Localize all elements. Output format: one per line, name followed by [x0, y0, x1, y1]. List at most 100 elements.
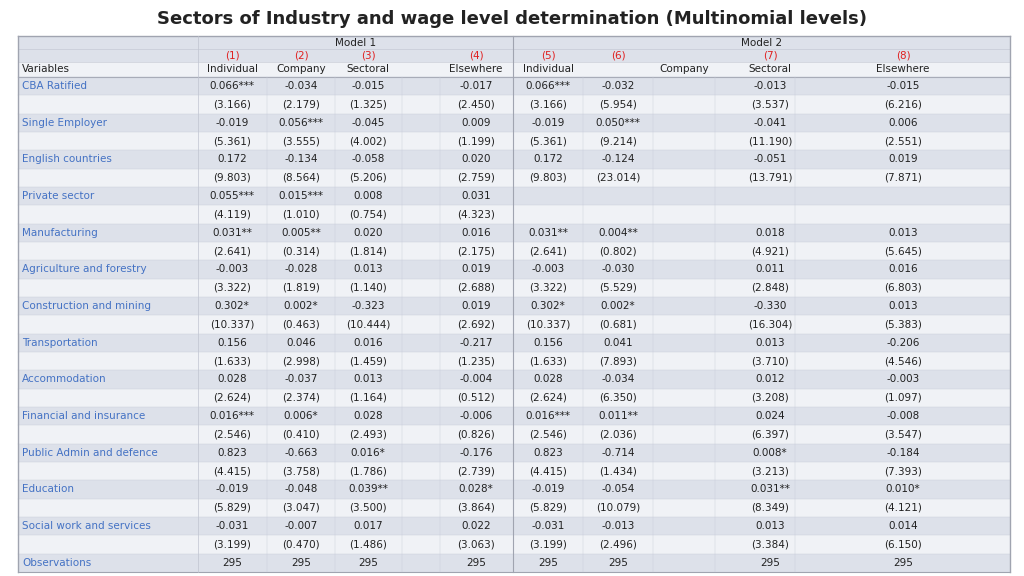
Text: 0.016: 0.016	[888, 264, 918, 275]
Text: 0.046: 0.046	[286, 338, 315, 348]
Text: 0.013: 0.013	[755, 338, 784, 348]
Text: (5.529): (5.529)	[599, 283, 637, 293]
Text: -0.007: -0.007	[285, 521, 317, 531]
Text: (1.235): (1.235)	[457, 356, 495, 366]
Text: (9.803): (9.803)	[213, 173, 251, 183]
Text: (2.641): (2.641)	[529, 246, 567, 256]
Text: 0.019: 0.019	[888, 154, 918, 165]
Text: -0.019: -0.019	[215, 118, 249, 128]
Text: -0.217: -0.217	[459, 338, 493, 348]
Text: 295: 295	[222, 558, 242, 568]
Text: (2.739): (2.739)	[457, 466, 495, 476]
Text: (1.140): (1.140)	[349, 283, 387, 293]
Text: 295: 295	[538, 558, 558, 568]
Text: Transportation: Transportation	[22, 338, 97, 348]
Text: (2.688): (2.688)	[457, 283, 495, 293]
Text: (11.190): (11.190)	[748, 136, 793, 146]
Text: (13.791): (13.791)	[748, 173, 793, 183]
Text: -0.028: -0.028	[285, 264, 317, 275]
Text: 0.055***: 0.055***	[210, 191, 255, 201]
Text: -0.054: -0.054	[601, 484, 635, 495]
Bar	[18, 352, 1010, 370]
Text: 0.016: 0.016	[461, 228, 490, 238]
Text: (3.758): (3.758)	[282, 466, 319, 476]
Text: 0.011**: 0.011**	[598, 411, 638, 421]
Text: -0.176: -0.176	[459, 448, 493, 458]
Text: -0.031: -0.031	[531, 521, 564, 531]
Text: (6.150): (6.150)	[884, 540, 922, 550]
Text: (3.047): (3.047)	[283, 503, 319, 513]
Text: 0.016*: 0.016*	[350, 448, 385, 458]
Text: -0.017: -0.017	[460, 81, 493, 91]
Text: -0.034: -0.034	[601, 374, 635, 385]
Text: Model 2: Model 2	[741, 37, 782, 47]
Text: -0.015: -0.015	[351, 81, 385, 91]
Bar	[18, 334, 1010, 352]
Text: 295: 295	[893, 558, 913, 568]
Text: 0.010*: 0.010*	[886, 484, 921, 495]
Bar	[18, 370, 1010, 389]
Text: -0.330: -0.330	[754, 301, 786, 311]
Bar	[18, 462, 1010, 480]
Text: (9.214): (9.214)	[599, 136, 637, 146]
Text: -0.030: -0.030	[601, 264, 635, 275]
Text: Sectors of Industry and wage level determination (Multinomial levels): Sectors of Industry and wage level deter…	[157, 10, 867, 28]
Text: (3): (3)	[360, 51, 376, 60]
Text: (8.564): (8.564)	[282, 173, 319, 183]
Bar	[18, 517, 1010, 535]
Text: -0.032: -0.032	[601, 81, 635, 91]
Text: 0.006: 0.006	[888, 118, 918, 128]
Text: (5.829): (5.829)	[529, 503, 567, 513]
Text: (16.304): (16.304)	[748, 320, 793, 329]
Text: (6): (6)	[610, 51, 626, 60]
Text: -0.003: -0.003	[531, 264, 564, 275]
Text: (3.555): (3.555)	[282, 136, 319, 146]
Bar	[18, 77, 1010, 96]
Text: 0.066***: 0.066***	[210, 81, 255, 91]
Text: (1.633): (1.633)	[213, 356, 251, 366]
Text: (3.384): (3.384)	[751, 540, 788, 550]
Text: -0.184: -0.184	[886, 448, 920, 458]
Text: Elsewhere: Elsewhere	[450, 65, 503, 74]
Text: 0.172: 0.172	[217, 154, 247, 165]
Text: 0.006*: 0.006*	[284, 411, 318, 421]
Text: -0.019: -0.019	[531, 118, 564, 128]
Text: 0.018: 0.018	[755, 228, 784, 238]
Text: -0.048: -0.048	[285, 484, 317, 495]
Text: (2.374): (2.374)	[282, 393, 319, 403]
Text: (1.010): (1.010)	[283, 210, 319, 219]
Text: -0.124: -0.124	[601, 154, 635, 165]
Text: (1.199): (1.199)	[457, 136, 495, 146]
Bar	[18, 242, 1010, 260]
Text: 0.002*: 0.002*	[284, 301, 318, 311]
Bar	[18, 297, 1010, 315]
Text: (3.213): (3.213)	[751, 466, 788, 476]
Text: (5.645): (5.645)	[884, 246, 922, 256]
Text: 0.028: 0.028	[353, 411, 383, 421]
Text: 0.156: 0.156	[217, 338, 247, 348]
Text: 0.020: 0.020	[461, 154, 490, 165]
Text: (6.803): (6.803)	[884, 283, 922, 293]
Bar	[18, 315, 1010, 334]
Text: (2.450): (2.450)	[457, 100, 495, 109]
Text: 0.008*: 0.008*	[753, 448, 787, 458]
Text: (8.349): (8.349)	[751, 503, 788, 513]
Text: 0.028: 0.028	[217, 374, 247, 385]
Text: 0.002*: 0.002*	[601, 301, 635, 311]
Text: 0.008: 0.008	[353, 191, 383, 201]
Text: Company: Company	[659, 65, 709, 74]
Text: (1.164): (1.164)	[349, 393, 387, 403]
Text: 0.031**: 0.031**	[750, 484, 790, 495]
Text: (5.954): (5.954)	[599, 100, 637, 109]
Text: (3.199): (3.199)	[529, 540, 567, 550]
Text: -0.013: -0.013	[754, 81, 786, 91]
Text: Single Employer: Single Employer	[22, 118, 106, 128]
Text: 0.013: 0.013	[888, 301, 918, 311]
Bar	[18, 96, 1010, 113]
Text: (10.079): (10.079)	[596, 503, 640, 513]
Text: (3.537): (3.537)	[751, 100, 788, 109]
Text: -0.013: -0.013	[601, 521, 635, 531]
Text: 0.015***: 0.015***	[279, 191, 324, 201]
Text: 0.013: 0.013	[353, 264, 383, 275]
Text: 0.017: 0.017	[353, 521, 383, 531]
